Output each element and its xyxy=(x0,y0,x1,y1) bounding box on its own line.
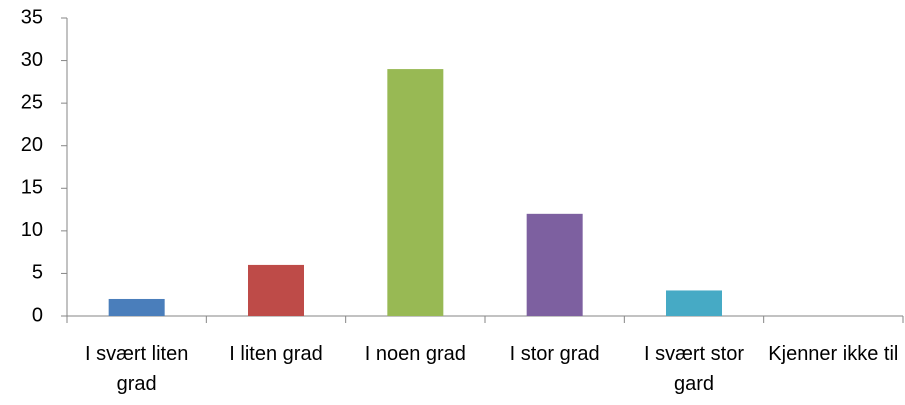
y-tick-label: 30 xyxy=(21,49,43,71)
y-tick-label: 0 xyxy=(32,304,43,326)
x-tick-label: I noen grad xyxy=(364,343,466,365)
y-tick-label: 20 xyxy=(21,134,43,156)
bar xyxy=(387,69,444,316)
bar xyxy=(248,264,304,316)
y-tick-label: 10 xyxy=(21,219,43,241)
y-tick-label: 15 xyxy=(21,177,43,199)
bar xyxy=(666,290,722,316)
x-tick-label: I liten grad xyxy=(229,343,323,365)
bar xyxy=(526,213,583,316)
x-tick-label: I svært stor gard xyxy=(643,343,744,395)
bar xyxy=(108,298,165,316)
y-tick-label: 35 xyxy=(21,6,43,28)
x-tick-label: Kjenner ikke til xyxy=(768,343,899,365)
x-tick-label: I stor grad xyxy=(509,343,600,365)
x-tick-label: I svært liten grad xyxy=(84,343,189,395)
y-tick-label: 5 xyxy=(32,262,43,284)
y-tick-label: 25 xyxy=(21,91,43,113)
